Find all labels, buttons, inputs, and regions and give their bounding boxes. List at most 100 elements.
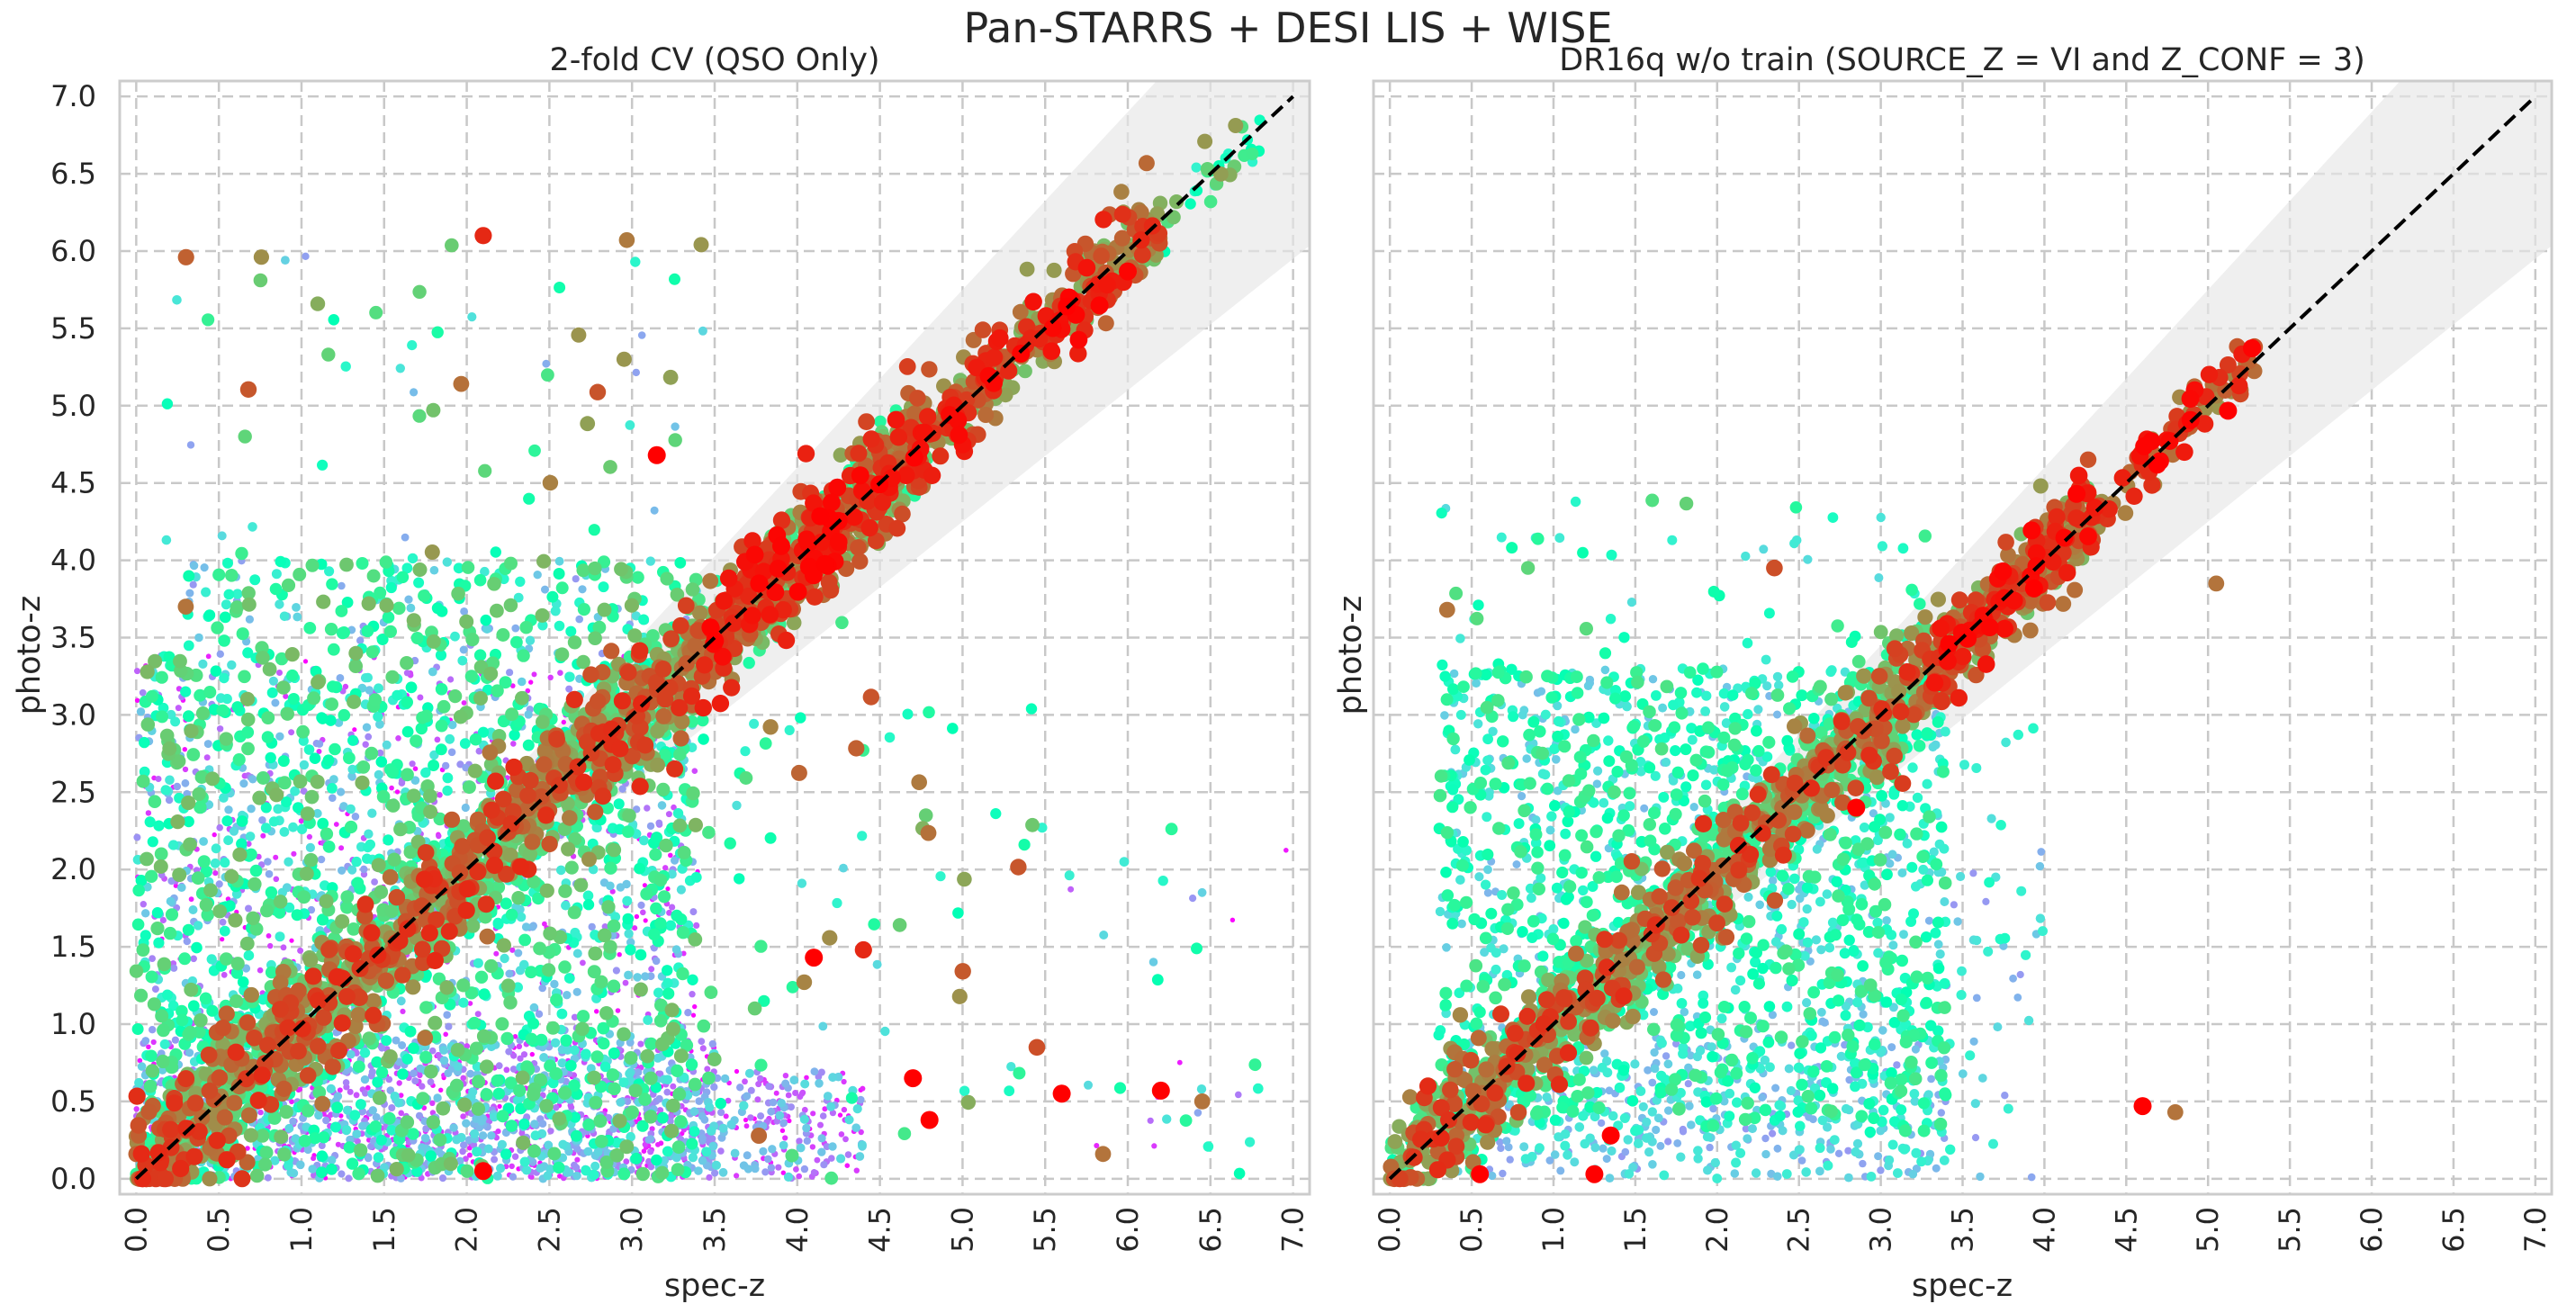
- scatter-point: [792, 1090, 799, 1096]
- scatter-point: [550, 1038, 561, 1048]
- scatter-point: [558, 1086, 572, 1101]
- scatter-point: [140, 901, 147, 908]
- scatter-point: [438, 1087, 444, 1093]
- scatter-point: [817, 1147, 826, 1156]
- scatter-point: [150, 922, 165, 936]
- scatter-point: [141, 1037, 150, 1045]
- scatter-point: [487, 1131, 496, 1140]
- scatter-point: [134, 668, 140, 675]
- scatter-point: [280, 944, 287, 951]
- scatter-point: [590, 1161, 600, 1171]
- scatter-point: [1245, 1137, 1256, 1147]
- scatter-point: [623, 1158, 630, 1165]
- scatter-point: [634, 913, 640, 920]
- scatter-point: [221, 694, 232, 705]
- scatter-point: [271, 698, 280, 707]
- scatter-point: [187, 1000, 200, 1012]
- scatter-point: [582, 1118, 596, 1131]
- scatter-point: [238, 429, 252, 444]
- scatter-point: [635, 1166, 650, 1182]
- scatter-point: [317, 855, 326, 864]
- scatter-point: [759, 737, 772, 750]
- scatter-point: [768, 1145, 777, 1154]
- scatter-point: [257, 967, 264, 974]
- scatter-point: [655, 819, 663, 827]
- scatter-point: [525, 688, 531, 694]
- scatter-point: [155, 670, 168, 684]
- scatter-point: [639, 835, 649, 846]
- scatter-point: [542, 359, 551, 368]
- scatter-point: [897, 1127, 912, 1140]
- scatter-point: [523, 492, 536, 505]
- scatter-point: [411, 1077, 419, 1085]
- scatter-point: [224, 805, 233, 814]
- scatter-point: [155, 776, 162, 782]
- scatter-point: [677, 845, 691, 859]
- scatter-point: [754, 940, 768, 953]
- scatter-point: [291, 909, 303, 922]
- scatter-point: [576, 563, 590, 578]
- scatter-point: [331, 1102, 344, 1114]
- scatter-point: [810, 1067, 819, 1075]
- scatter-point: [775, 1164, 782, 1171]
- scatter-point: [133, 1106, 140, 1112]
- scatter-point: [260, 904, 274, 918]
- scatter-point: [782, 1073, 789, 1079]
- scatter-point: [642, 883, 648, 888]
- scatter-point: [648, 966, 655, 973]
- scatter-point: [396, 571, 410, 584]
- scatter-point: [671, 1153, 681, 1163]
- scatter-point: [236, 627, 249, 641]
- scatter-point: [684, 1009, 692, 1017]
- scatter-point: [382, 740, 392, 750]
- scatter-point: [258, 1157, 273, 1172]
- scatter-point: [333, 1092, 343, 1101]
- scatter-point: [553, 1161, 565, 1174]
- scatter-point: [613, 798, 625, 810]
- scatter-point: [515, 576, 526, 587]
- scatter-point: [183, 570, 195, 582]
- scatter-point: [689, 991, 696, 998]
- scatter-point: [556, 865, 566, 876]
- scatter-point: [398, 1041, 407, 1049]
- scatter-point: [784, 724, 795, 736]
- scatter-point: [545, 1021, 560, 1035]
- scatter-point: [467, 312, 477, 322]
- scatter-point: [412, 766, 419, 771]
- scatter-point: [352, 1167, 365, 1181]
- scatter-point: [947, 723, 959, 734]
- scatter-point: [170, 716, 181, 727]
- scatter-point: [814, 1156, 821, 1164]
- scatter-point: [400, 1115, 415, 1129]
- scatter-point: [157, 1023, 170, 1038]
- scatter-point: [353, 1092, 360, 1099]
- scatter-point: [554, 282, 566, 293]
- scatter-point: [171, 1036, 179, 1044]
- scatter-point: [533, 571, 542, 580]
- scatter-point: [326, 1084, 336, 1093]
- scatter-point: [757, 1075, 764, 1083]
- scatter-point: [299, 760, 310, 770]
- scatter-point: [275, 555, 286, 568]
- scatter-point: [780, 1170, 786, 1175]
- scatter-point: [634, 862, 645, 875]
- scatter-point: [353, 1143, 368, 1157]
- scatter-point: [165, 908, 179, 922]
- scatter-point: [809, 1144, 816, 1150]
- scatter-point: [221, 599, 231, 610]
- scatter-point: [302, 252, 310, 260]
- scatter-point: [547, 674, 554, 680]
- scatter-point: [665, 920, 677, 931]
- scatter-point: [322, 754, 335, 767]
- scatter-point: [497, 1103, 502, 1110]
- scatter-point: [635, 949, 647, 961]
- scatter-point: [757, 1112, 765, 1120]
- scatter-point: [597, 1037, 610, 1050]
- scatter-point: [655, 1142, 661, 1147]
- scatter-point: [500, 953, 509, 964]
- scatter-point: [206, 954, 217, 965]
- scatter-point: [800, 1079, 810, 1089]
- scatter-point: [656, 1107, 664, 1114]
- scatter-point: [243, 949, 255, 961]
- scatter-point: [724, 837, 736, 850]
